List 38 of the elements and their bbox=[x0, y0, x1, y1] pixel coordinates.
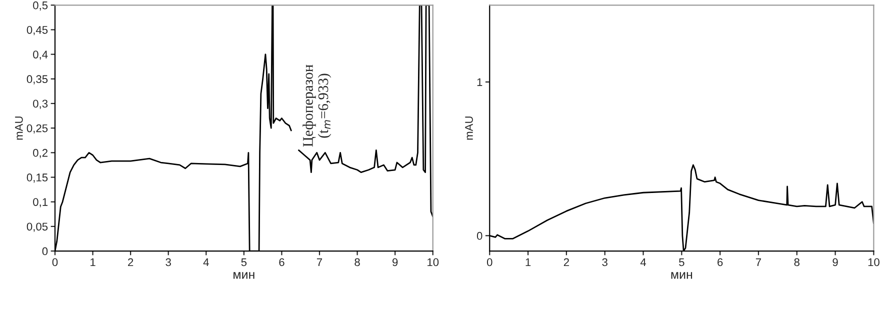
x-tick-label: 2 bbox=[564, 258, 569, 266]
x-tick-label: 4 bbox=[640, 258, 646, 266]
y-tick-label: 0 bbox=[42, 247, 48, 256]
annotation: Цефоперазон (t$_{m}$=6,933) bbox=[302, 64, 332, 147]
x-tick-label: 6 bbox=[279, 258, 284, 266]
x-tick-label: 9 bbox=[832, 258, 838, 266]
y-tick-label: 0,25 bbox=[26, 124, 48, 134]
y-tick-label: 0,3 bbox=[33, 100, 48, 109]
x-tick-label: 5 bbox=[241, 258, 247, 266]
x-tick-label: 3 bbox=[602, 258, 608, 266]
y-tick-label: 0,1 bbox=[33, 198, 48, 208]
x-tick-label: 10 bbox=[428, 258, 439, 266]
y-tick-label: 0,5 bbox=[33, 1, 48, 11]
x-axis-title: мин bbox=[234, 272, 254, 279]
y-axis-title: mAU bbox=[15, 116, 23, 140]
y-tick-label: 0,2 bbox=[33, 148, 48, 158]
x-tick-label: 6 bbox=[718, 258, 723, 266]
y-axis-title: mAU bbox=[465, 116, 473, 140]
x-tick-label: 5 bbox=[679, 258, 684, 266]
x-tick-label: 0 bbox=[486, 258, 492, 266]
x-tick-label: 8 bbox=[354, 258, 360, 266]
y-tick-label: 0,4 bbox=[33, 50, 48, 60]
x-tick-label: 4 bbox=[203, 258, 209, 266]
x-tick-label: 7 bbox=[756, 258, 762, 266]
x-tick-label: 10 bbox=[868, 258, 880, 266]
x-tick-label: 0 bbox=[52, 258, 58, 266]
x-axis-title: мин bbox=[671, 272, 692, 279]
x-tick-label: 1 bbox=[90, 258, 96, 266]
x-tick-label: 2 bbox=[128, 258, 134, 266]
x-tick-label: 1 bbox=[526, 258, 531, 266]
y-tick-label: 0,05 bbox=[26, 222, 48, 232]
x-tick-label: 8 bbox=[794, 258, 800, 266]
y-tick-label: 0,35 bbox=[26, 75, 48, 84]
x-tick-label: 9 bbox=[392, 258, 398, 266]
x-tick-label: 7 bbox=[316, 258, 322, 266]
y-tick-label: 0,45 bbox=[26, 26, 48, 36]
x-tick-label: 3 bbox=[166, 258, 171, 266]
y-tick-label: 0,15 bbox=[26, 174, 48, 183]
